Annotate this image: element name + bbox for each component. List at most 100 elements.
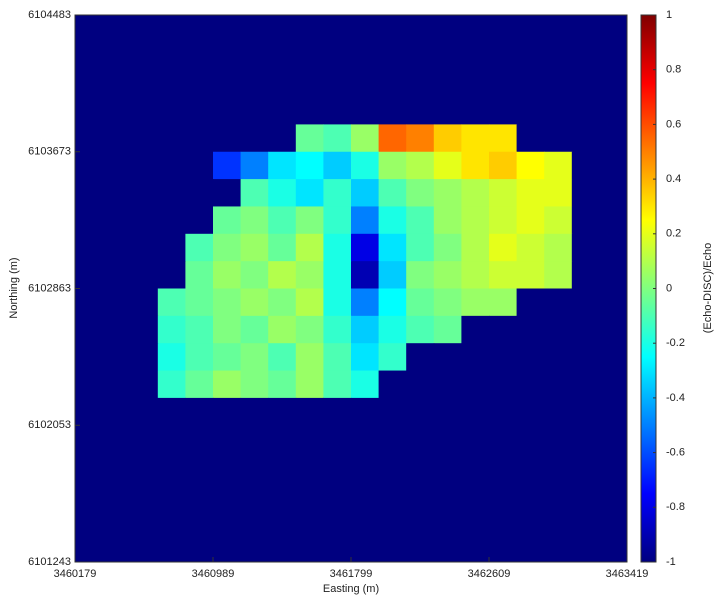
heatmap-cell	[295, 452, 324, 481]
heatmap-cell	[489, 261, 518, 289]
heatmap-cell	[516, 397, 545, 426]
heatmap-cell	[544, 315, 573, 344]
heatmap-cell	[406, 425, 435, 454]
heatmap-cell	[185, 69, 214, 98]
heatmap-cell	[351, 315, 380, 344]
heatmap-cell	[157, 261, 186, 289]
heatmap-cell	[406, 479, 435, 508]
heatmap-cell	[102, 261, 131, 289]
heatmap-cell	[489, 42, 518, 71]
heatmap-cell	[461, 534, 490, 563]
heatmap-cell	[378, 288, 407, 317]
heatmap-cell	[75, 370, 104, 399]
heatmap-cell	[571, 97, 600, 125]
heatmap-cell	[75, 233, 104, 262]
heatmap-cell	[599, 425, 628, 454]
heatmap-cell	[433, 97, 462, 125]
heatmap-cell	[213, 397, 242, 426]
heatmap-cell	[130, 479, 159, 508]
heatmap-cell	[130, 534, 159, 563]
heatmap-cell	[433, 315, 462, 344]
heatmap-cell	[544, 69, 573, 98]
heatmap-cell	[544, 534, 573, 563]
heatmap-cell	[157, 479, 186, 508]
heatmap-cell	[433, 206, 462, 235]
heatmap-cell	[461, 452, 490, 481]
heatmap-cell	[323, 15, 352, 43]
heatmap-cell	[213, 151, 242, 180]
heatmap-cell	[295, 206, 324, 235]
heatmap-cell	[351, 233, 380, 262]
heatmap-cell	[323, 233, 352, 262]
heatmap-cell	[185, 206, 214, 235]
heatmap-cell	[516, 507, 545, 536]
heatmap-cell	[130, 452, 159, 481]
heatmap-cell	[406, 397, 435, 426]
heatmap-cell	[544, 343, 573, 372]
heatmap-cell	[406, 288, 435, 317]
heatmap-cell	[213, 343, 242, 372]
heatmap-cell	[323, 452, 352, 481]
heatmap-cell	[268, 233, 297, 262]
heatmap-cell	[268, 315, 297, 344]
heatmap-cell	[185, 15, 214, 43]
heatmap-cell	[240, 151, 269, 180]
heatmap-cell	[378, 69, 407, 98]
heatmap-cell	[157, 507, 186, 536]
heatmap-cell	[461, 370, 490, 399]
heatmap-cell	[461, 206, 490, 235]
heatmap-cell	[213, 507, 242, 536]
heatmap-cell	[378, 343, 407, 372]
heatmap-cell	[406, 315, 435, 344]
heatmap-cell	[599, 534, 628, 563]
heatmap-cell	[213, 15, 242, 43]
colorbar-tick-label: 0.2	[666, 228, 681, 240]
heatmap-cell	[406, 261, 435, 289]
heatmap-cell	[157, 124, 186, 153]
heatmap-cell	[130, 261, 159, 289]
heatmap-cell	[102, 124, 131, 153]
heatmap-cell	[406, 124, 435, 153]
heatmap-cell	[213, 425, 242, 454]
heatmap-cell	[295, 397, 324, 426]
heatmap-cell	[295, 370, 324, 399]
heatmap-cell	[378, 15, 407, 43]
heatmap-cell	[406, 42, 435, 71]
heatmap-cell	[461, 179, 490, 207]
heatmap-cell	[378, 370, 407, 399]
heatmap-cell	[268, 124, 297, 153]
heatmap-cell	[489, 15, 518, 43]
heatmap-cell	[461, 124, 490, 153]
heatmap-cell	[351, 479, 380, 508]
heatmap-cell	[351, 425, 380, 454]
heatmap-cell	[130, 69, 159, 98]
heatmap-cell	[75, 397, 104, 426]
heatmap-cell	[599, 315, 628, 344]
heatmap-cell	[544, 261, 573, 289]
heatmap-cell	[102, 151, 131, 180]
heatmap-cell	[544, 288, 573, 317]
heatmap-cell	[323, 151, 352, 180]
heatmap-cell	[295, 425, 324, 454]
heatmap-cell	[351, 15, 380, 43]
heatmap-cell	[102, 69, 131, 98]
heatmap-cell	[268, 534, 297, 563]
heatmap-cell	[461, 425, 490, 454]
heatmap-cell	[489, 425, 518, 454]
heatmap-cell	[75, 124, 104, 153]
heatmap-cell	[102, 425, 131, 454]
heatmap-cell	[75, 288, 104, 317]
heatmap-cell	[516, 69, 545, 98]
heatmap-cell	[433, 261, 462, 289]
heatmap-cell	[268, 425, 297, 454]
heatmap-cell	[295, 261, 324, 289]
heatmap-cell	[102, 206, 131, 235]
y-tick-label: 6101243	[28, 556, 71, 568]
heatmap-cell	[268, 261, 297, 289]
heatmap-cell	[213, 206, 242, 235]
heatmap-cell	[544, 233, 573, 262]
heatmap-cell	[268, 15, 297, 43]
heatmap-cell	[240, 42, 269, 71]
heatmap-cell	[461, 479, 490, 508]
heatmap-cell	[516, 343, 545, 372]
